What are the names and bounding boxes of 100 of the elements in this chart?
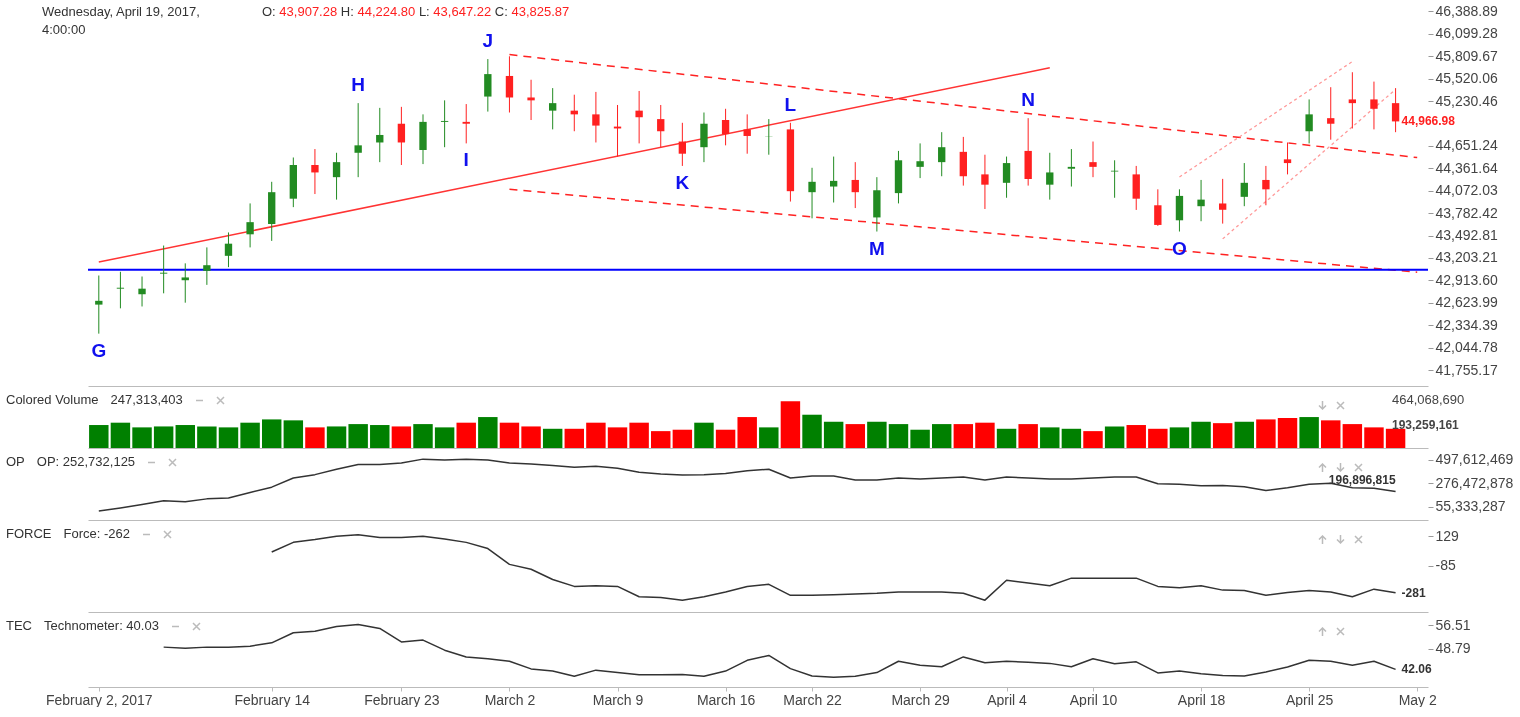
bar [1299, 417, 1319, 448]
candlestick [1002, 156, 1011, 199]
bar [218, 427, 239, 448]
annotation: 464,068,690 [1392, 392, 1465, 407]
candlestick [462, 103, 470, 144]
chart-subtitle: 247,313,403 [110, 392, 183, 407]
data-label: 196,896,815 [1328, 472, 1396, 487]
x-tick-label: February 23 [364, 691, 440, 708]
bar [564, 428, 585, 448]
candlestick [138, 276, 146, 307]
y-tick-label: 48.79 [1435, 640, 1471, 657]
y-tick-label: 45,230.46 [1435, 92, 1498, 109]
candlestick [1348, 71, 1357, 129]
bar [845, 424, 865, 448]
bar [651, 431, 671, 448]
bar [348, 424, 368, 448]
candlestick [224, 231, 233, 268]
text: J [482, 30, 494, 52]
bar [672, 429, 693, 448]
y-tick-label: 56.51 [1435, 616, 1471, 633]
x-tick-label: March 2 [484, 691, 536, 708]
y-tick-label: 41,755.17 [1435, 361, 1498, 378]
bar [1169, 427, 1190, 448]
y-tick-label: 45,809.67 [1435, 47, 1498, 64]
bar [867, 421, 887, 448]
candlestick [549, 87, 557, 130]
bar [1083, 431, 1103, 448]
text: H [351, 74, 366, 96]
candlestick [916, 142, 924, 179]
y-tick-label: 42,913.60 [1435, 271, 1498, 288]
bar [1018, 424, 1038, 448]
candlestick [1327, 86, 1335, 141]
candlestick [1262, 165, 1270, 206]
y-tick-label: 44,361.64 [1435, 159, 1498, 176]
bar [456, 422, 476, 448]
candlestick [332, 152, 341, 201]
bar [89, 425, 109, 448]
bar [197, 426, 217, 448]
line-series [270, 534, 1397, 601]
candlestick [829, 156, 838, 203]
candlestick [1219, 178, 1227, 225]
x-tick-label: April 18 [1177, 691, 1226, 708]
candlestick [981, 154, 989, 210]
chart-title: TEC [6, 618, 32, 633]
bar [715, 429, 736, 448]
bar [737, 417, 757, 448]
bar [391, 426, 412, 448]
candlestick [678, 122, 687, 167]
text: M [868, 237, 885, 259]
bar [802, 414, 822, 448]
candlestick [527, 79, 535, 121]
bar [175, 425, 195, 448]
bar [975, 422, 995, 448]
bar [1234, 421, 1255, 448]
bar [1061, 428, 1082, 448]
y-tick-label: 46,099.28 [1435, 25, 1498, 42]
bar [370, 425, 390, 448]
text: 44,966.98 [1401, 114, 1455, 129]
bar [759, 427, 779, 448]
x-tick-label: March 16 [696, 691, 756, 708]
candlestick [808, 167, 816, 219]
candlestick [1370, 81, 1378, 130]
candlestick [592, 91, 600, 143]
bar [586, 422, 606, 448]
candlestick [95, 275, 103, 335]
y-tick-label: 46,388.89 [1435, 2, 1498, 19]
bar [1364, 427, 1384, 448]
chart-title: OP [6, 454, 25, 469]
line-series [162, 623, 1397, 678]
x-tick-label: March 22 [783, 691, 842, 708]
bar [1212, 423, 1233, 448]
bar [261, 419, 282, 448]
bar [931, 424, 952, 448]
text: I [463, 149, 469, 171]
x-tick-label: March 29 [891, 691, 950, 708]
bar [542, 428, 563, 448]
candlestick [311, 148, 319, 195]
bar [1321, 420, 1341, 448]
y-tick-label: 42,044.78 [1435, 339, 1498, 356]
bar [694, 422, 714, 448]
candlestick [116, 271, 125, 309]
x-tick-label: April 10 [1069, 691, 1118, 708]
bar [1126, 425, 1146, 448]
candlestick [246, 202, 254, 248]
x-tick-label: February 14 [234, 691, 311, 708]
candlestick [1046, 152, 1054, 201]
y-tick-label: 44,651.24 [1435, 137, 1498, 154]
text: K [675, 171, 690, 193]
chart-title: Colored Volume [6, 392, 99, 407]
y-tick-label: -85 [1435, 557, 1456, 574]
y-tick-label: 129 [1435, 527, 1460, 544]
x-tick-label: May 2 [1398, 691, 1437, 708]
bar [1342, 424, 1363, 448]
y-tick-label: 43,782.42 [1435, 204, 1498, 221]
bar [1104, 426, 1125, 448]
candlestick [203, 246, 211, 286]
chart-subtitle: O: 43,907.28 H: 44,224.80 L: 43,647.22 C: 43,825.87 [262, 4, 570, 19]
bar [629, 422, 649, 448]
x-tick-label: April 25 [1285, 691, 1334, 708]
bar [110, 422, 131, 448]
